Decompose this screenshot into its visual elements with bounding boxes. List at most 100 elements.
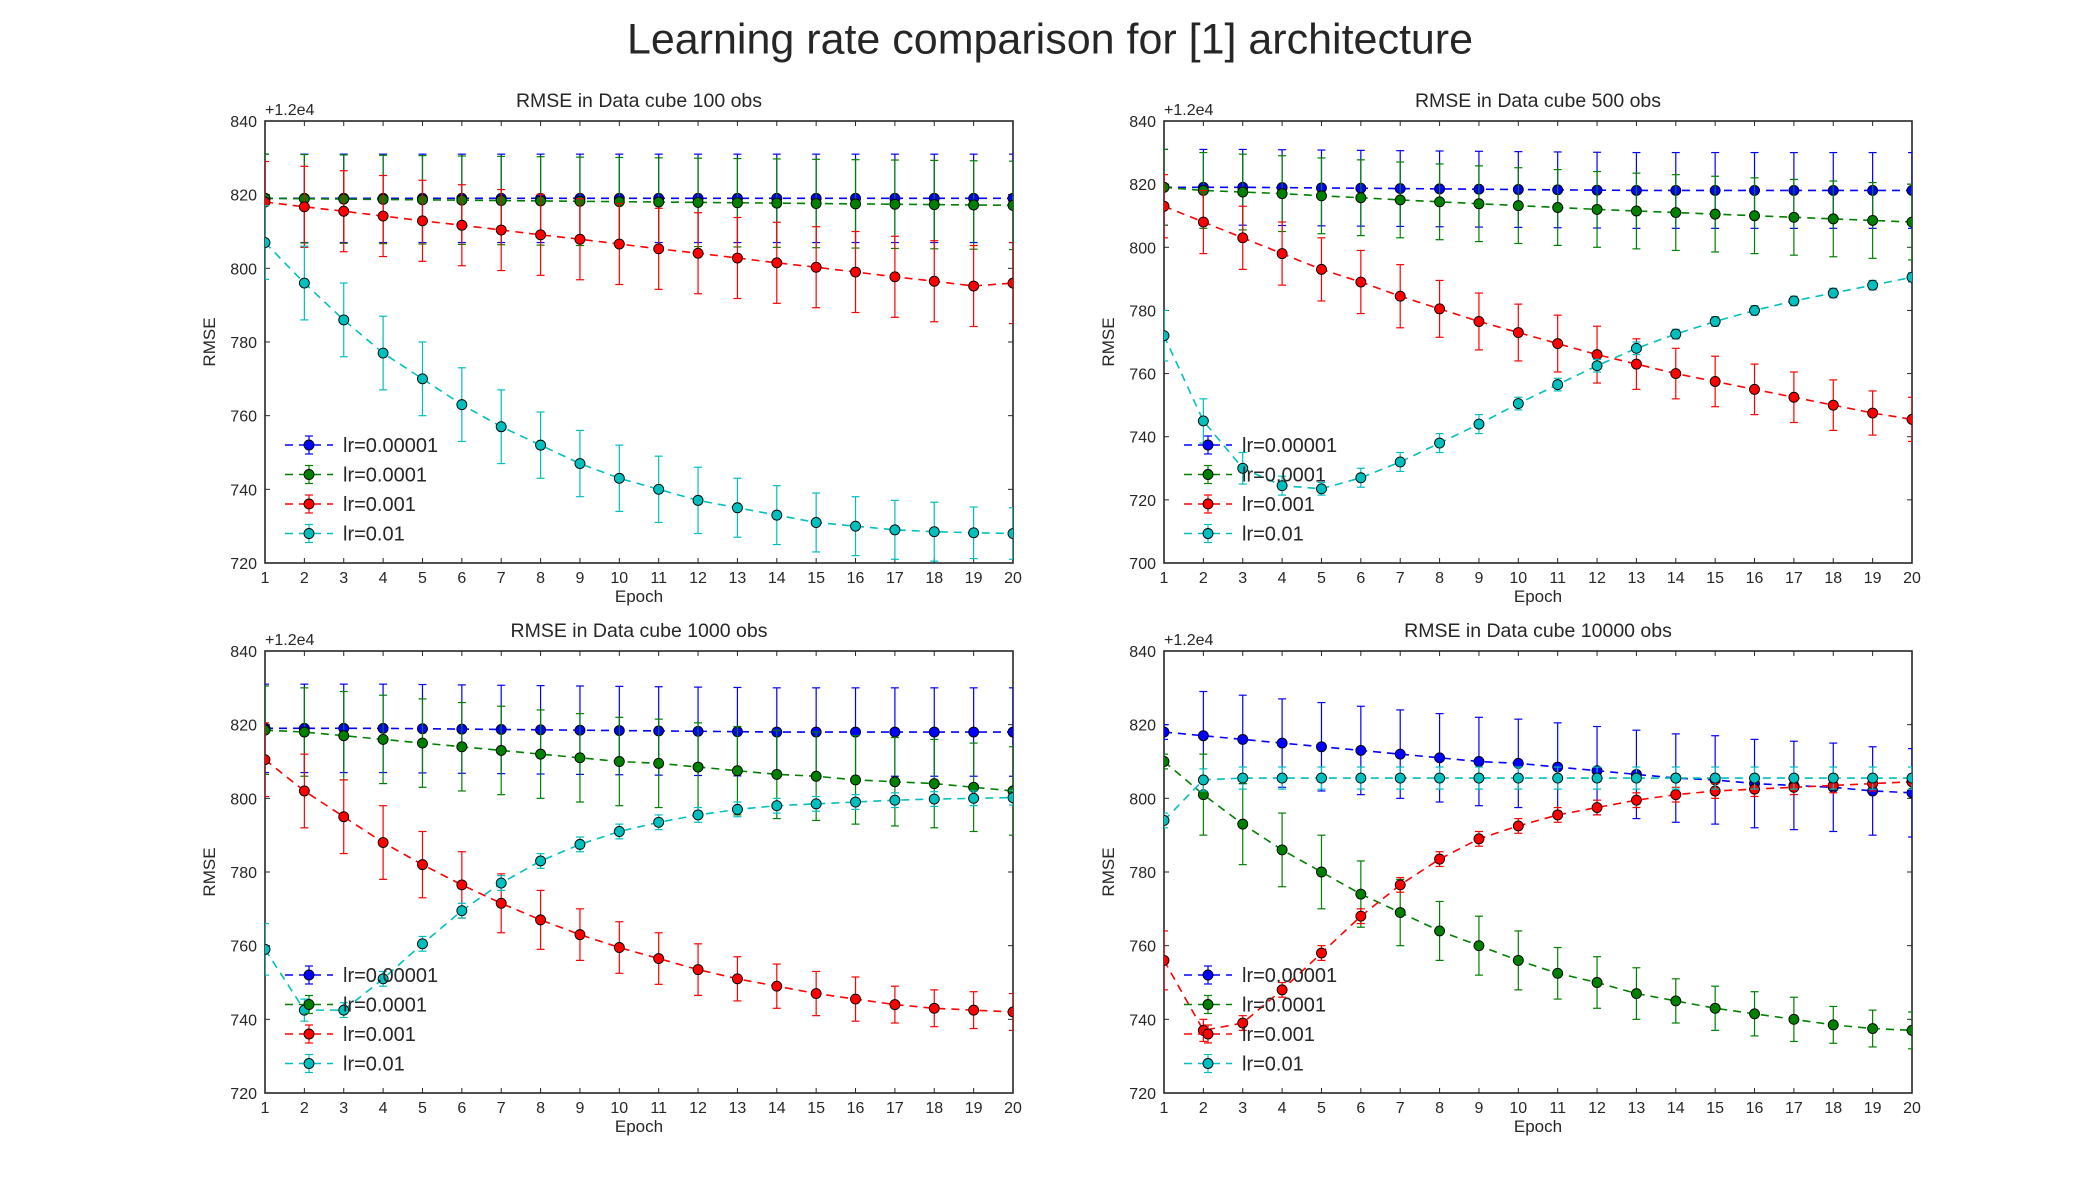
series-layer [265,153,1013,562]
y-offset-label: +1.2e4 [265,632,314,649]
data-point-lr-0-0001 [1237,818,1249,830]
data-point-lr-0-01 [1237,462,1249,474]
data-point-lr-0-001 [731,252,743,264]
y-tick-label: 760 [1129,367,1156,384]
y-axis-label: RMSE [200,847,219,896]
data-point-lr-0-001 [1709,376,1721,387]
data-point-lr-0-01 [1197,415,1209,427]
data-point-lr-0-0001 [1591,977,1603,988]
data-point-lr-0-01 [1473,772,1485,784]
data-point-lr-0-001 [1473,316,1485,327]
data-point-lr-0-00001 [1237,733,1249,745]
data-point-lr-0-01 [613,826,625,837]
x-tick-label: 5 [418,570,427,587]
data-point-lr-0-001 [928,1002,940,1014]
data-point-lr-0-0001 [1316,866,1327,878]
x-tick-label: 11 [1549,1100,1566,1117]
data-point-lr-0-01 [1709,772,1721,784]
data-point-lr-0-001 [574,929,586,941]
data-point-lr-0-001 [1552,338,1564,350]
data-point-lr-0-0001 [889,198,901,210]
data-point-lr-0-0001 [1867,1023,1879,1034]
data-point-lr-0-0001 [653,757,665,769]
x-tick-label: 13 [1628,570,1646,587]
x-axis-label: Epoch [615,587,663,606]
data-point-lr-0-01 [1709,316,1721,327]
x-tick-label: 12 [689,1100,707,1117]
data-point-lr-0-01 [535,855,547,867]
data-point-lr-0-0001 [1473,940,1485,952]
x-tick-label: 3 [1238,570,1247,587]
series-line-lr-0-001 [1164,205,1912,421]
x-tick-label: 8 [1435,1100,1444,1117]
legend-label-lr-0-00001: lr=0.00001 [1242,965,1337,987]
legend-marker-lr-0-001 [303,1028,315,1040]
data-point-lr-0-0001 [1670,995,1682,1007]
legend: lr=0.00001 lr=0.0001 lr=0.001 lr=0.01 [1184,435,1337,546]
x-tick-label: 7 [1396,570,1405,587]
data-point-lr-0-01 [968,792,980,804]
data-point-lr-0-001 [377,210,389,222]
x-tick-label: 4 [379,1100,388,1117]
x-tick-label: 3 [339,570,348,587]
data-point-lr-0-01 [1164,814,1170,826]
y-tick-label: 740 [1129,430,1156,447]
data-point-lr-0-0001 [1788,1013,1800,1025]
data-point-lr-0-0001 [771,768,783,780]
legend-label-lr-0-01: lr=0.01 [343,524,405,546]
data-point-lr-0-001 [456,879,468,891]
data-point-lr-0-01 [731,502,743,514]
data-point-lr-0-001 [889,271,901,283]
legend-marker-lr-0-00001 [1202,439,1214,451]
x-tick-label: 15 [1706,1100,1724,1117]
data-point-lr-0-01 [1867,279,1879,291]
data-point-lr-0-01 [1670,772,1682,784]
x-tick-label: 14 [1667,570,1685,587]
data-point-lr-0-0001 [1355,192,1367,204]
data-point-lr-0-0001 [1867,214,1879,226]
data-point-lr-0-001 [928,275,940,287]
data-point-lr-0-01 [692,494,704,506]
data-point-lr-0-01 [338,314,350,326]
legend-label-lr-0-00001: lr=0.00001 [343,965,438,987]
data-point-lr-0-001 [1473,833,1485,845]
data-point-lr-0-0001 [1237,186,1249,198]
data-point-lr-0-001 [417,215,428,227]
y-tick-label: 700 [1129,556,1156,573]
x-tick-label: 15 [1706,570,1724,587]
data-point-lr-0-0001 [1316,190,1327,202]
legend: lr=0.00001 lr=0.0001 lr=0.001 lr=0.01 [285,435,438,546]
legend-marker-lr-0-01 [1202,528,1214,539]
data-point-lr-0-0001 [928,199,940,211]
data-point-lr-0-00001 [1164,726,1170,738]
data-point-lr-0-01 [613,472,625,484]
data-point-lr-0-01 [889,794,901,806]
data-point-lr-0-0001 [1709,208,1721,220]
legend-label-lr-0-01: lr=0.01 [343,1054,405,1076]
data-point-lr-0-00001 [1906,787,1912,799]
data-point-lr-0-0001 [1670,207,1682,219]
data-point-lr-0-001 [456,219,468,231]
series-line-lr-0-001 [265,759,1013,1013]
series-line-lr-0-01 [265,241,1013,535]
data-point-lr-0-0001 [1355,888,1367,900]
data-point-lr-0-0001 [535,748,547,760]
data-point-lr-0-001 [1164,200,1170,212]
legend-label-lr-0-001: lr=0.001 [1242,1024,1315,1046]
data-point-lr-0-0001 [417,737,428,749]
data-point-lr-0-0001 [731,197,743,209]
data-point-lr-0-01 [495,421,507,433]
data-point-lr-0-0001 [1164,756,1170,767]
x-tick-label: 16 [1746,1100,1764,1117]
y-axis-label: RMSE [1099,847,1118,896]
data-point-lr-0-0001 [1630,988,1642,999]
data-point-lr-0-01 [1591,360,1603,372]
x-tick-label: 8 [536,570,545,587]
series-line-lr-0-01 [265,796,1013,1011]
data-point-lr-0-01 [1316,772,1327,784]
x-tick-label: 17 [1785,1100,1803,1117]
data-point-lr-0-001 [1630,358,1642,370]
x-tick-label: 18 [1824,570,1842,587]
data-point-lr-0-0001 [1512,954,1524,966]
data-point-lr-0-00001 [1906,185,1912,196]
